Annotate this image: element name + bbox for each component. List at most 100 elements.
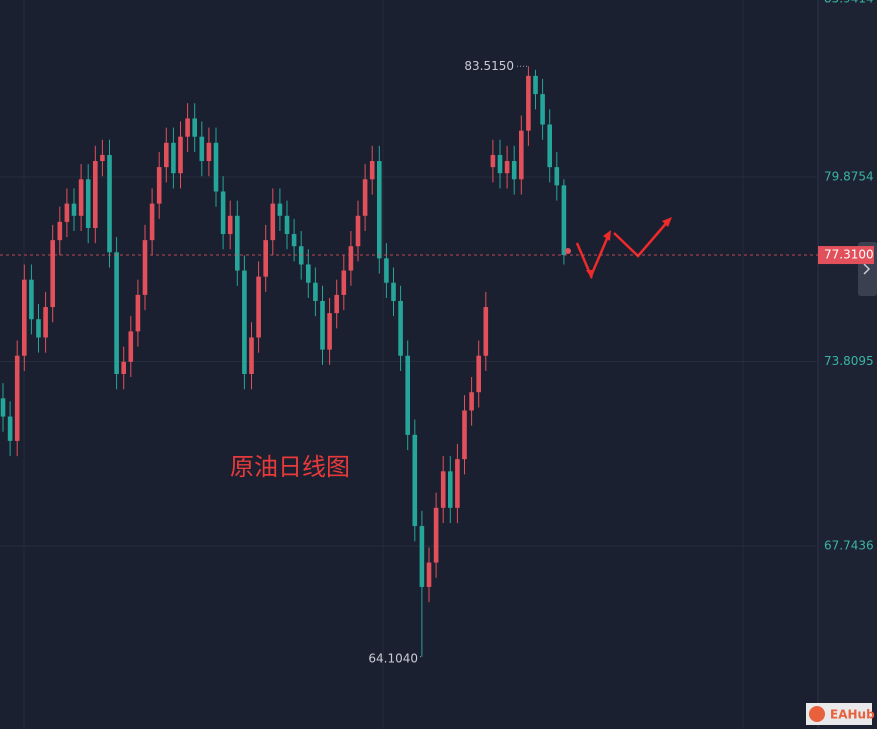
- candle-body: [7, 416, 13, 441]
- last-price-label: 77.3100: [824, 248, 874, 262]
- candle-body: [178, 136, 183, 174]
- candle-body: [43, 307, 48, 338]
- candle-body: [199, 136, 205, 162]
- candle-body: [412, 434, 418, 527]
- candle-body: [29, 279, 34, 320]
- candle-body: [156, 167, 162, 204]
- candle-body: [249, 337, 254, 374]
- candle-body: [462, 410, 467, 460]
- arrow: [613, 219, 670, 258]
- candle-body: [355, 215, 361, 247]
- marker-dot: [565, 248, 571, 254]
- candle-body: [107, 154, 112, 253]
- candle-body: [554, 167, 560, 186]
- candle-body: [206, 142, 212, 162]
- candle-body: [341, 270, 347, 295]
- candle-body: [384, 258, 389, 283]
- y-tick-label: 79.8754: [824, 169, 874, 183]
- candle-body: [71, 203, 77, 216]
- arrow-head: [603, 230, 611, 241]
- candle-body: [291, 234, 297, 247]
- arrow-head: [662, 217, 672, 227]
- high-label: 83.5150: [464, 59, 514, 73]
- candle-body: [313, 282, 318, 301]
- candle-body: [362, 179, 368, 216]
- candle-body: [135, 294, 141, 332]
- y-tick-label: 73.8095: [824, 354, 874, 368]
- candle-body: [0, 398, 6, 417]
- candle-body: [526, 75, 531, 131]
- candle-body: [64, 203, 70, 222]
- last-price-box: [818, 246, 874, 265]
- candle-body: [128, 331, 134, 362]
- arrow-head: [586, 270, 594, 279]
- candle-body: [483, 307, 489, 356]
- candle-body: [78, 179, 84, 216]
- candles: [0, 66, 567, 657]
- candle-body: [490, 154, 496, 168]
- candle-body: [419, 526, 425, 587]
- watermark: EAHub: [830, 708, 875, 722]
- candle-body: [256, 276, 261, 338]
- candle-body: [547, 124, 552, 168]
- candle-body: [57, 221, 63, 241]
- candle-body: [398, 300, 403, 356]
- candle-body: [519, 130, 524, 180]
- candle-body: [14, 355, 20, 441]
- candle-body: [405, 355, 410, 435]
- candle-body: [85, 179, 91, 228]
- chevron: [863, 263, 871, 275]
- candle-body: [334, 294, 339, 314]
- candle-body: [369, 161, 375, 180]
- candle-body: [348, 246, 354, 271]
- candle-body: [497, 154, 503, 174]
- candle-body: [377, 161, 382, 259]
- candle-body: [277, 203, 283, 216]
- candle-body: [433, 507, 439, 563]
- candle-body: [440, 471, 446, 508]
- candle-body: [164, 142, 169, 168]
- candle-body: [263, 240, 268, 277]
- candle-body: [391, 282, 396, 301]
- candle-body: [50, 240, 55, 308]
- y-tick-label: 85.9414: [824, 0, 874, 6]
- candle-body: [476, 355, 481, 393]
- candle-body: [426, 562, 432, 587]
- candle-body: [192, 118, 197, 137]
- candle-body: [561, 185, 567, 256]
- candle-body: [306, 264, 311, 283]
- candle-body: [227, 215, 233, 235]
- candle-body: [142, 240, 148, 295]
- candle-body: [270, 203, 276, 241]
- candle-body: [213, 142, 219, 192]
- annotation: 原油日线图: [230, 453, 350, 481]
- candle-body: [185, 118, 190, 137]
- y-tick-label: 67.7436: [824, 539, 874, 553]
- candle-body: [455, 459, 460, 508]
- candle-body: [121, 361, 126, 374]
- candle-body: [469, 392, 474, 411]
- price-axis-panel: [818, 0, 877, 729]
- candle-body: [220, 191, 226, 235]
- candle-body: [114, 252, 119, 374]
- candle-body: [504, 161, 510, 174]
- candle-body: [511, 161, 517, 180]
- low-label: 64.1040: [368, 651, 418, 665]
- candle-body: [171, 142, 176, 174]
- candle-body: [320, 300, 325, 350]
- candle-body: [533, 75, 538, 95]
- candle-body: [93, 161, 98, 228]
- candle-body: [235, 215, 240, 271]
- candle-body: [448, 471, 453, 508]
- candle-body: [284, 215, 290, 235]
- candle-body: [36, 319, 41, 338]
- candle-body: [327, 313, 332, 350]
- candle-body: [540, 94, 545, 125]
- candle-body: [242, 270, 247, 374]
- candle-body: [149, 203, 155, 241]
- watermark-logo: [809, 706, 825, 722]
- candle-body: [22, 279, 27, 356]
- candle-body: [100, 154, 105, 162]
